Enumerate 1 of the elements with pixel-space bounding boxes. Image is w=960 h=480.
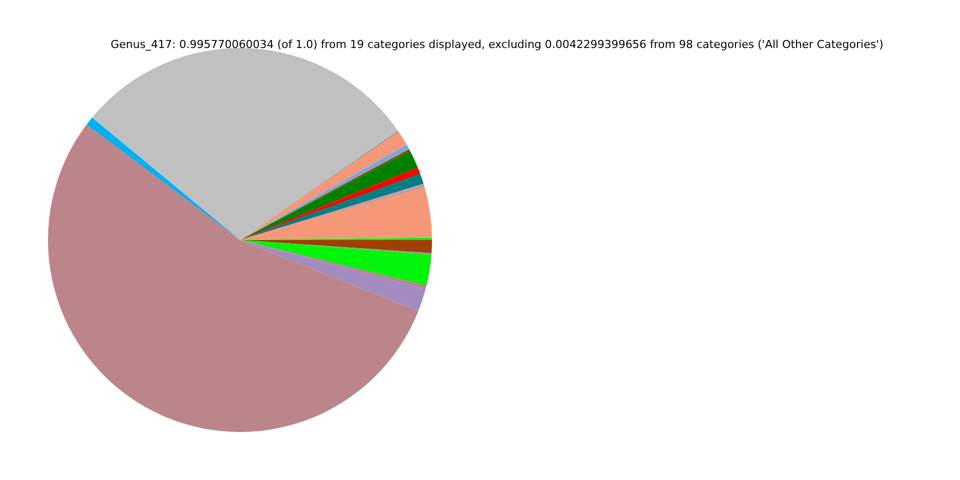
text: Genus_417: 0.995770060034 (of 1.0) from 19 categories displayed, excluding 0.0042299399656 from 98 categories ('All Other Categories') [110,38,884,51]
